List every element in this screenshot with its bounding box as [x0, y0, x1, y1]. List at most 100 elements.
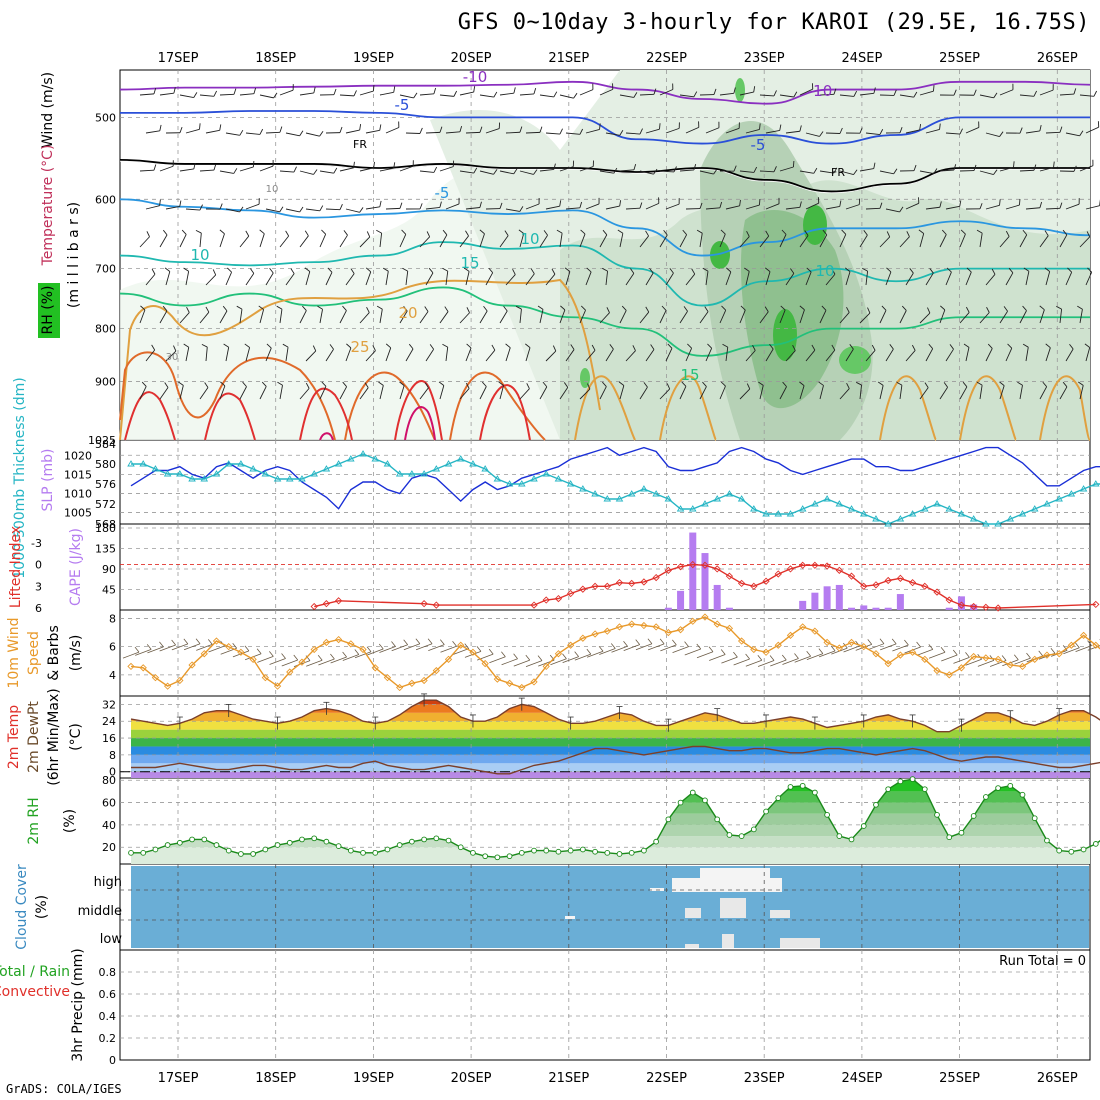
convective-label: Convective	[0, 984, 70, 1000]
temp-band	[131, 763, 1090, 772]
thickness-line-point	[371, 455, 380, 462]
thickness-line-point	[872, 515, 880, 522]
thickness-line-point	[261, 470, 270, 477]
wind-speed-line-point	[762, 648, 770, 656]
wind-barb	[440, 645, 457, 653]
wind-barb-flag	[940, 646, 946, 653]
wind-barb-flag	[635, 639, 641, 645]
wind-barb-flag	[610, 643, 616, 649]
wind-barb	[391, 644, 408, 652]
wind-speed-line-point	[518, 683, 526, 692]
warm-isotherms	[119, 278, 1091, 441]
lifted-index-line-point	[994, 604, 1002, 612]
wind-speed-line-point	[200, 650, 208, 658]
wind-barb	[757, 660, 775, 667]
wind-speed-line-point	[225, 643, 233, 651]
slp-tick-label: 1020	[64, 449, 92, 462]
wind-barb-flag	[378, 643, 384, 650]
thickness-line-point	[811, 500, 819, 507]
wind-barb-flag	[403, 639, 408, 646]
wind-barb	[135, 648, 152, 656]
wind-barb-flag	[366, 646, 372, 652]
rh-line-point	[995, 785, 1001, 791]
rh-line-point	[274, 842, 281, 848]
wind-barb	[867, 643, 885, 651]
rh-line-point	[604, 849, 611, 856]
wind-barb-flag	[171, 639, 176, 646]
thickness-line-point	[432, 465, 441, 472]
chart-title: GFS 0~10day 3-hourly for KAROI (29.5E, 1…	[457, 10, 1090, 35]
wind-speed-line-point	[750, 645, 758, 654]
rh-line-point	[506, 853, 513, 860]
thickness-line-point	[505, 480, 514, 487]
isotherm-FR	[119, 158, 1090, 193]
wind-barb	[770, 659, 787, 667]
wind-barb	[428, 644, 445, 651]
lifted-index-line-point	[823, 562, 831, 570]
cape-tick-label: 90	[102, 563, 116, 576]
wind-speed-line-point	[542, 662, 550, 671]
wind-speed-line-point	[334, 635, 343, 644]
thickness-line	[131, 453, 1100, 525]
rh-line-point	[1080, 846, 1087, 853]
cape-bar	[689, 532, 697, 610]
wind-speed-line-point	[579, 634, 587, 642]
cloud-units-axis-label: (%)	[34, 895, 50, 919]
wind-speed-line-point	[139, 664, 147, 672]
thickness-line-point	[1091, 480, 1100, 487]
rh-line-point	[482, 853, 489, 860]
lifted-index-line-point	[835, 566, 843, 574]
cape-bar	[896, 594, 904, 610]
profile-tick-label: 500	[95, 111, 116, 124]
wind-barb-flag	[464, 643, 470, 649]
wind-barb	[904, 646, 921, 654]
thickness-line-point	[969, 515, 978, 522]
wind-speed-line-point	[737, 637, 746, 645]
precip-tick-label: 0.2	[99, 1032, 117, 1045]
rh-line-point	[445, 837, 452, 844]
thickness-line-point	[1006, 515, 1015, 522]
wind-speed-line-point	[982, 654, 990, 662]
thickness-line-point	[224, 460, 233, 467]
wind-speed-line-point	[261, 674, 269, 682]
rh-line-point	[934, 812, 940, 818]
lifted-index-line-point	[884, 576, 892, 585]
wind-speed-line-point	[725, 624, 734, 632]
wind-barb-flag	[904, 639, 909, 646]
lifted-index-line-point	[774, 570, 782, 578]
lifted-index-tick-label: 0	[35, 559, 42, 572]
date-label-bottom: 17SEP	[158, 1071, 199, 1086]
wind-barb	[525, 660, 543, 667]
wind-barb	[501, 658, 518, 666]
wind-barb	[806, 653, 824, 661]
rh2m-units-axis-label: (%)	[62, 809, 78, 833]
rh-line-point	[421, 836, 427, 843]
wind-speed-axis-label: Speed	[26, 631, 42, 675]
thickness-line-point	[408, 470, 416, 477]
temp-tick-label: 8	[109, 749, 116, 762]
rh-band	[131, 836, 1090, 848]
lifted-index-line-point	[896, 574, 905, 582]
wind-barb	[452, 648, 469, 656]
wind-speed-line-point	[823, 638, 831, 647]
wind-barb	[354, 651, 372, 659]
wind-speed-line-point	[212, 637, 221, 645]
date-label-top: 25SEP	[939, 51, 980, 66]
wind-speed-line-point	[1006, 661, 1014, 669]
precip-tick-label: 0.6	[99, 988, 117, 1001]
wind-barb	[941, 654, 958, 662]
cape-bar	[799, 600, 807, 610]
thickness-line-point	[444, 460, 453, 467]
wind-barb	[574, 653, 592, 661]
slp-tick-label: 1005	[64, 507, 92, 520]
date-label-bottom: 25SEP	[939, 1071, 980, 1086]
rh-line-point	[1044, 837, 1050, 844]
date-label-top: 26SEP	[1037, 51, 1078, 66]
wind-speed-line-point	[237, 648, 245, 656]
rh-line-point	[250, 851, 256, 857]
wind-barb-flag	[598, 646, 604, 652]
rh-band	[131, 791, 1090, 803]
wind-barb-flag	[488, 648, 494, 655]
wind-barb	[562, 656, 579, 664]
wind-speed-line-point	[908, 648, 917, 656]
